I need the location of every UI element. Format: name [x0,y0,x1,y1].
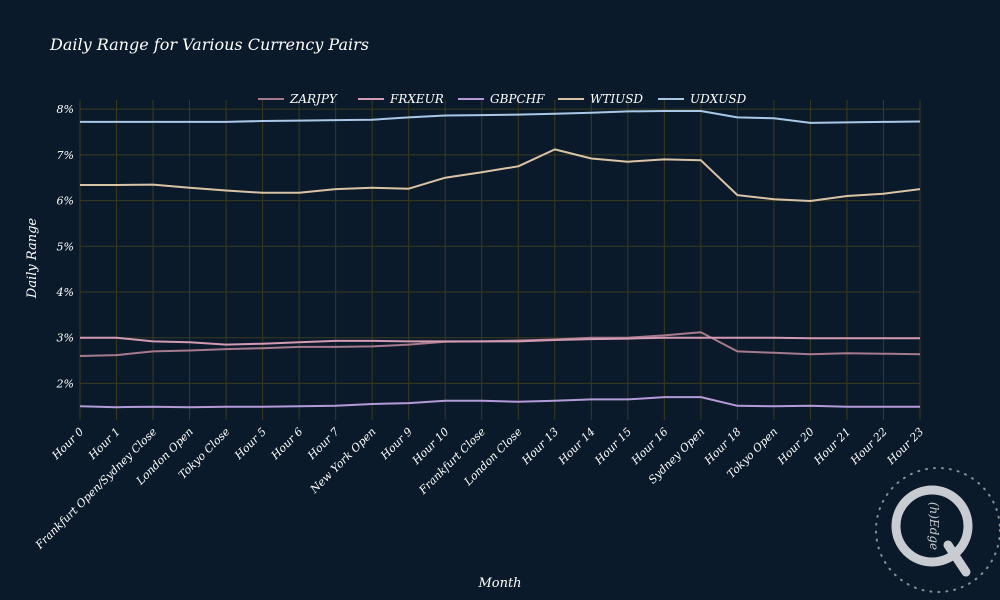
legend-item-zarjpy[interactable]: ZARJPY [258,92,338,106]
watermark-dotted-ring [875,467,1000,593]
series-line-frxeur [80,336,920,346]
chart-title: Daily Range for Various Currency Pairs [49,35,369,54]
legend-label: FRXEUR [389,92,444,106]
y-tick-label: 3% [57,332,74,345]
y-tick-label: 2% [56,377,74,390]
legend-item-frxeur[interactable]: FRXEUR [358,92,444,106]
series-lines [79,110,921,409]
watermark-q-tail [943,540,971,577]
legend-item-wtiusd[interactable]: WTIUSD [558,92,643,106]
legend-label: ZARJPY [289,92,338,106]
y-tick-label: 8% [57,103,74,116]
y-tick-label: 4% [56,286,74,299]
legend-label: WTIUSD [590,92,643,106]
y-tick-label: 5% [57,240,74,253]
series-line-wtiusd [80,148,921,202]
x-axis-title: Month [477,576,521,591]
watermark-logo: (h)Edge [875,467,1000,593]
y-tick-label: 6% [57,195,74,208]
series-line-gbpchf [79,396,920,409]
legend-label: GBPCHF [490,92,545,106]
y-axis-ticks: 2% 3% 4% 5% 6% 7% 8% [56,103,74,390]
legend: ZARJPY FRXEUR GBPCHF WTIUSD UDXUSD [258,92,747,106]
legend-item-gbpchf[interactable]: GBPCHF [458,92,545,106]
grid [79,100,921,420]
watermark-q-ring [891,485,973,567]
series-line-udxusd [80,110,921,124]
watermark-text: (h)Edge [927,502,941,550]
legend-label: UDXUSD [690,92,747,106]
y-axis-title: Daily Range [25,218,40,299]
y-tick-label: 7% [57,149,74,162]
legend-item-udxusd[interactable]: UDXUSD [658,92,747,106]
